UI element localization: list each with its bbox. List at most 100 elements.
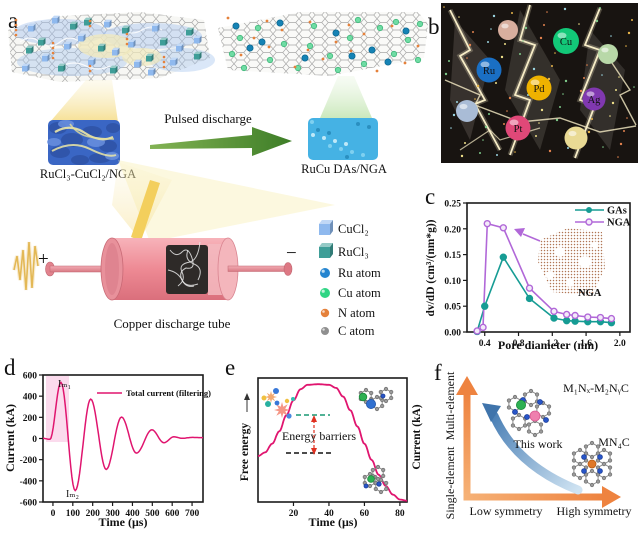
speckle: [538, 122, 540, 124]
cube-top-shade: [170, 57, 178, 60]
cu-atom-dot: [416, 20, 424, 28]
cube-top-shade: [26, 45, 34, 48]
aerogel-speckle: [356, 122, 360, 126]
panel-d-chart: 0 100 200 300 400 500 600 700 -600 -400 -200 0 200 4…: [3, 372, 211, 530]
sphere-highlight: [601, 47, 609, 53]
aerogel-speckles: [310, 120, 371, 159]
lightning-bolt: [574, 7, 602, 159]
y-ticks: 0.00 0.05 0.10 0.15 0.20 0.25: [444, 200, 467, 339]
rucl3-cube-icon: [38, 37, 46, 40]
c-atom-dot: [375, 464, 381, 470]
tick-label: 1.2: [546, 339, 558, 349]
c-atom-dot: [607, 458, 613, 463]
pore-hole: [579, 256, 591, 268]
n-atom-dot: [390, 24, 394, 28]
data-point: [550, 314, 558, 322]
c-atom-dot: [522, 423, 528, 428]
speckle: [444, 72, 448, 76]
data-point: [607, 314, 616, 323]
c-atom-dot: [540, 414, 546, 420]
cucl2-cube-icon: [134, 59, 142, 62]
cucl2-cube-icon: [28, 23, 36, 26]
cube-front: [160, 40, 166, 46]
c-atom-dot: [367, 483, 373, 489]
aerogel-speckle: [361, 153, 365, 157]
speckle: [562, 93, 564, 95]
cube-front: [38, 40, 44, 46]
aerogel-speckle: [367, 125, 371, 129]
speckle: [488, 113, 490, 115]
pink-starburst: [274, 402, 290, 418]
sphere-highlight: [322, 328, 325, 331]
n-atom-dot: [265, 19, 269, 23]
speckle: [524, 26, 528, 30]
wrinkle: [19, 37, 81, 47]
gas-series-line: [476, 255, 612, 332]
cube-front: [98, 46, 104, 52]
cu-atom-dot: [354, 16, 362, 24]
x-ticks: 20 40 60 80: [289, 502, 405, 519]
product-graphene-sheet: [218, 12, 428, 76]
c-atom-dot: [601, 475, 607, 481]
sphere-highlight: [321, 289, 325, 293]
speckle: [503, 123, 505, 125]
yellow-beam: [50, 80, 118, 122]
n-atom-dot: [162, 55, 166, 59]
cube-top-shade: [70, 21, 78, 24]
speckle: [495, 82, 497, 84]
right-axis-label: Current (kA): [411, 404, 423, 469]
cu-atom-icon: [320, 288, 330, 298]
speckle: [555, 118, 559, 122]
cube-side-shade: [175, 57, 178, 66]
intermediate-molecule: [358, 386, 394, 412]
speckle: [468, 43, 472, 47]
n-atom-dot: [125, 32, 129, 36]
foam-strand: [186, 249, 201, 281]
speckle: [474, 98, 476, 100]
barrier-arrow-down: [311, 448, 317, 455]
speckle: [609, 115, 611, 117]
cube-side: [115, 65, 118, 74]
speckle: [522, 40, 524, 42]
sphere-highlight: [530, 79, 540, 86]
n-atom-dot: [88, 69, 92, 73]
panel-c-legend: GAs NGA: [575, 206, 631, 229]
n-atom-dot: [308, 20, 312, 24]
speckle: [479, 152, 481, 154]
aerogel-speckle: [328, 144, 332, 148]
cu-atom-dot: [240, 64, 248, 72]
cube-side-shade: [47, 53, 50, 62]
c-atom-dot: [577, 475, 583, 481]
series-markers: [473, 219, 616, 335]
c-atom-dot: [389, 389, 394, 395]
c-atom-dot: [589, 440, 595, 446]
data-point: [499, 224, 508, 232]
c-atom-dot: [389, 395, 394, 401]
y-axis-shaft: [463, 393, 471, 498]
c-atom-dot: [589, 468, 595, 474]
tick-label: 80: [395, 509, 405, 519]
cucl2-cube-icon: [22, 63, 30, 66]
c-atom-dot: [375, 476, 381, 482]
tick-label: 100: [66, 509, 81, 519]
data-point: [571, 311, 579, 320]
cube-side-shade: [181, 43, 184, 52]
cube-side-shade: [117, 47, 120, 56]
tick-label: 0.4: [479, 339, 491, 349]
cube-front: [42, 56, 48, 62]
cube-top-shade: [134, 59, 142, 62]
sphere-unlabeled-3: [456, 100, 478, 122]
legend-label: Cu atom: [338, 286, 381, 300]
cube-top-shade: [52, 15, 60, 18]
n-atom: [581, 454, 587, 460]
n-atom-dot: [252, 36, 256, 40]
panel-b-letter: b: [428, 14, 440, 39]
right-electrode-rod: [227, 265, 287, 272]
cucl2-cube-icon: [104, 19, 112, 22]
y-axis-label: Current (kA): [3, 404, 17, 472]
tick-label: -400: [20, 477, 38, 487]
speckle: [559, 106, 561, 108]
cube-side-shade: [127, 25, 130, 34]
ru-atom-dot: [276, 19, 284, 27]
aerogel-speckle: [327, 131, 331, 135]
